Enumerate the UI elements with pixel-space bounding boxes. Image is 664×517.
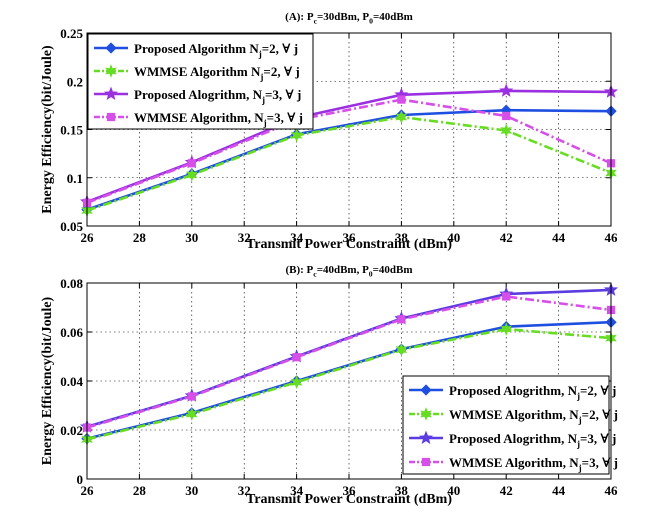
x-axis-label: Transmit Power Constraint (dBm) <box>246 492 452 507</box>
legend-item-3: Proposed Alogrithm, Nj=3, ∀ j <box>94 86 301 105</box>
legend-marker <box>103 86 119 100</box>
series-line <box>86 98 612 205</box>
chart-panel-b: 26 28 30 32 34 36 38 40 42 44 46 0 0.02 0.04 0.06 0.08 (… <box>40 264 619 507</box>
x-tick-label: 44 <box>552 230 566 245</box>
data-point <box>397 95 406 104</box>
legend-label: WMMSE Algorithm, Nj=2, ∀ j <box>449 407 618 425</box>
x-tick-label: 28 <box>133 230 147 245</box>
data-point <box>500 322 513 336</box>
data-point <box>185 407 198 421</box>
legend-box <box>87 33 314 130</box>
x-tick-label: 46 <box>605 230 619 245</box>
x-tick-label: 32 <box>238 483 251 498</box>
legend: Proposed Algorithm Nj=2, ∀ j WMMSE Algori… <box>87 33 314 130</box>
legend-label: Proposed Algorithm Nj=2, ∀ j <box>134 41 298 59</box>
y-tick-label: 0.2 <box>67 74 83 89</box>
data-point <box>499 83 514 97</box>
legend-item-2: WMMSE Algorithm Nj=2, ∀ j <box>94 64 300 82</box>
series-line <box>86 327 612 441</box>
legend-marker <box>421 457 431 467</box>
x-tick-label: 38 <box>395 483 409 498</box>
data-point <box>185 168 198 182</box>
legend-marker <box>418 430 434 444</box>
x-tick-label: 26 <box>81 230 95 245</box>
axes-frame <box>86 32 612 227</box>
x-tick-label: 44 <box>552 483 566 498</box>
x-tick-label: 34 <box>290 483 304 498</box>
y-axis-label: Energy Efficiency(bit/Joule) <box>40 45 55 214</box>
y-tick-label: 0 <box>77 472 84 487</box>
x-tick-label: 30 <box>185 230 198 245</box>
chart-title: (A): Pc=30dBm, P0=40dBm <box>285 11 413 25</box>
legend-marker <box>106 112 116 122</box>
x-tick-label: 30 <box>185 483 198 498</box>
y-tick-label: 0.1 <box>67 171 83 186</box>
legend: Proposed Alogrithm, Nj=2, ∀ j WMMSE Algor… <box>402 375 618 475</box>
chart-panel-a: 26 28 30 32 34 36 38 40 42 44 46 0.05 0.1 0.15 0.2 0.25… <box>40 11 619 252</box>
legend-marker <box>105 42 117 54</box>
y-tick-label: 0.25 <box>60 26 83 41</box>
legend-item-3: Proposed Alogrithm, Nj=3, ∀ j <box>409 430 616 449</box>
legend-label: WMMSE Algorithm, Nj=3, ∀ j <box>449 455 618 473</box>
x-tick-label: 40 <box>447 483 460 498</box>
legend-label: WMMSE Algorithm Nj=2, ∀ j <box>134 64 300 82</box>
y-tick-label: 0.08 <box>60 276 83 291</box>
y-tick-label: 0.02 <box>60 423 83 438</box>
x-tick-label: 34 <box>290 230 304 245</box>
legend-marker <box>105 64 117 78</box>
y-tick-label: 0.15 <box>60 123 83 138</box>
legend-marker <box>420 407 432 421</box>
axes-frame <box>86 282 612 480</box>
legend-label: Proposed Alogrithm, Nj=3, ∀ j <box>449 431 616 449</box>
data-point <box>290 128 303 143</box>
data-point <box>292 353 301 362</box>
y-tick-label: 0.06 <box>60 325 83 340</box>
data-point <box>395 342 408 357</box>
legend-marker <box>420 384 432 396</box>
chart-title: (B): Pc=40dBm, P0=40dBm <box>285 264 412 278</box>
data-point <box>502 292 511 301</box>
y-tick-label: 0.05 <box>60 219 83 234</box>
x-axis-label: Transmit Power Constraint (dBm) <box>246 237 452 252</box>
data-point <box>397 315 406 324</box>
legend-item-4: WMMSE Algorithm, Nj=3, ∀ j <box>94 110 303 128</box>
legend-box <box>402 375 610 475</box>
x-tick-label: 42 <box>500 483 513 498</box>
legend-label: Proposed Alogrithm, Nj=2, ∀ j <box>449 383 616 401</box>
legend-label: WMMSE Algorithm, Nj=3, ∀ j <box>134 110 303 128</box>
x-tick-label: 36 <box>343 483 357 498</box>
series-line <box>86 115 612 212</box>
data-point <box>187 159 196 168</box>
legend-label: Proposed Alogrithm, Nj=3, ∀ j <box>134 87 301 105</box>
data-point <box>290 375 303 389</box>
x-tick-label: 28 <box>133 483 147 498</box>
y-tick-label: 0.04 <box>60 374 83 389</box>
legend-item-2: WMMSE Algorithm, Nj=2, ∀ j <box>409 407 618 425</box>
x-tick-label: 40 <box>447 230 460 245</box>
x-tick-label: 46 <box>605 483 619 498</box>
x-tick-label: 32 <box>238 230 251 245</box>
x-tick-label: 38 <box>395 230 409 245</box>
legend-item-1: Proposed Algorithm Nj=2, ∀ j <box>94 41 298 59</box>
legend-item-4: WMMSE Algorithm, Nj=3, ∀ j <box>409 455 618 473</box>
x-tick-label: 26 <box>81 483 95 498</box>
series-line <box>86 295 612 429</box>
data-point <box>395 110 408 124</box>
data-point <box>187 392 196 401</box>
y-axis-label: Energy Efficiency(bit/Joule) <box>40 296 55 465</box>
data-point <box>500 123 513 138</box>
x-tick-label: 36 <box>343 230 357 245</box>
legend-item-1: Proposed Alogrithm, Nj=2, ∀ j <box>409 383 616 401</box>
x-tick-label: 42 <box>500 230 513 245</box>
data-point <box>502 111 511 121</box>
